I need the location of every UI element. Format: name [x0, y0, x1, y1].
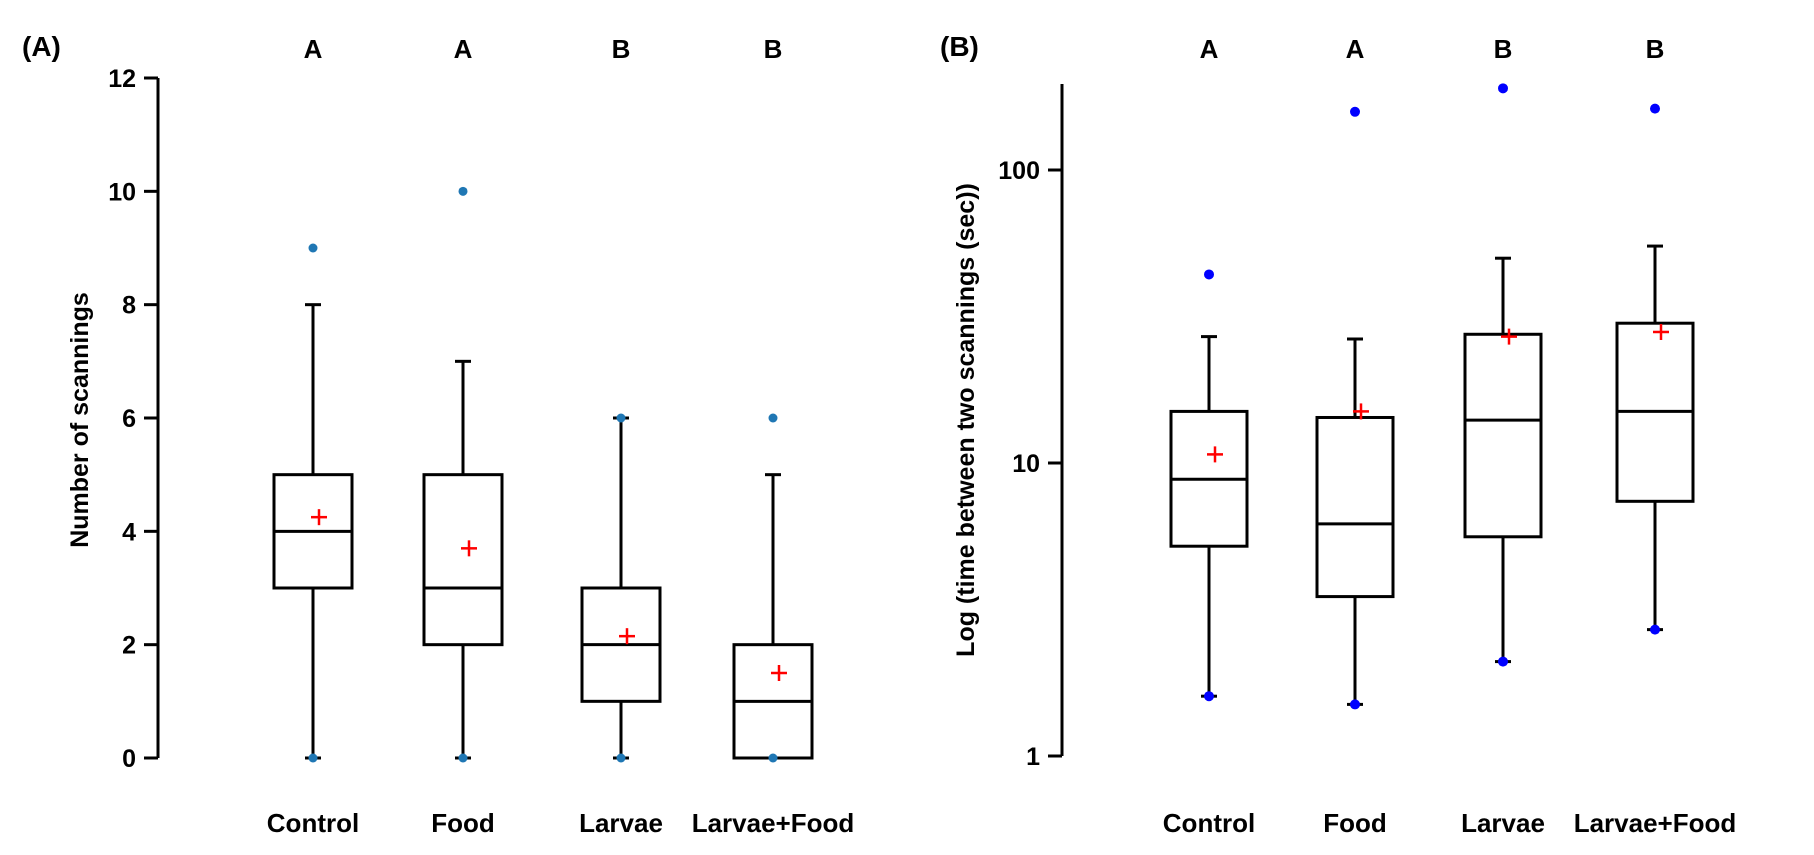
mean-marker — [1501, 328, 1517, 345]
panel-b-y-axis-title: Log (time between two scannings (sec)) — [952, 183, 980, 657]
mean-marker — [1653, 323, 1669, 340]
panel-a: (A) Number of scannings 0 2 4 6 8 10 12 A A B B C… — [22, 31, 854, 838]
min-point — [1650, 624, 1660, 635]
category-label: Control — [267, 808, 359, 838]
panel-a-boxes — [272, 186, 814, 763]
panel-b-label: (B) — [940, 31, 979, 62]
outlier-point — [768, 413, 778, 423]
category-label: Larvae+Food — [1574, 808, 1737, 838]
outlier-point — [308, 243, 318, 253]
y-tick-label: 2 — [122, 632, 136, 660]
min-point — [768, 753, 778, 763]
category-label: Control — [1163, 808, 1255, 838]
mean-marker — [619, 628, 635, 645]
min-point — [616, 753, 626, 763]
box-control — [1169, 269, 1249, 702]
panel-a-label: (A) — [22, 31, 61, 62]
panel-a-y-axis: 0 2 4 6 8 10 12 — [108, 65, 160, 773]
outlier-point — [458, 186, 468, 196]
category-label: Food — [431, 808, 495, 838]
y-tick-label: 4 — [122, 518, 136, 546]
panel-b: (B) Log (time between two scannings (sec… — [940, 31, 1736, 838]
box-larvae-food — [732, 413, 814, 763]
y-tick-label: 100 — [998, 157, 1040, 185]
panel-b-category-labels: Control Food Larvae Larvae+Food — [1163, 808, 1736, 838]
mean-marker — [311, 509, 327, 526]
panel-b-boxes — [1169, 83, 1695, 710]
box-larvae-food — [1615, 103, 1695, 635]
category-label: Larvae+Food — [692, 808, 855, 838]
y-tick-label: 12 — [108, 65, 136, 93]
min-point — [308, 753, 318, 763]
group-letter: B — [1646, 34, 1665, 64]
outlier-point — [1498, 83, 1508, 94]
outlier-point — [1350, 106, 1360, 117]
y-tick-label: 6 — [122, 405, 136, 433]
min-point — [458, 753, 468, 763]
box-larvae — [580, 413, 662, 763]
panel-a-y-axis-title: Number of scannings — [66, 292, 94, 548]
group-letter: B — [612, 34, 631, 64]
iqr-box — [1463, 332, 1543, 539]
y-tick-label: 10 — [108, 178, 136, 206]
box-food — [1315, 106, 1395, 710]
box-food — [422, 186, 504, 763]
mean-marker — [461, 540, 477, 557]
category-label: Larvae — [1461, 808, 1545, 838]
y-tick-label: 1 — [1026, 743, 1040, 771]
y-tick-label: 8 — [122, 292, 136, 320]
max-point — [616, 413, 626, 423]
box-larvae — [1463, 83, 1543, 667]
mean-marker — [1353, 403, 1369, 420]
mean-marker — [771, 665, 787, 681]
iqr-box — [1315, 415, 1395, 599]
group-letter: B — [1494, 34, 1513, 64]
group-letter: A — [304, 34, 323, 64]
y-tick-label: 10 — [1012, 450, 1040, 478]
category-label: Larvae — [579, 808, 663, 838]
group-letter: A — [454, 34, 473, 64]
mean-marker — [1207, 446, 1223, 463]
min-point — [1204, 691, 1214, 702]
group-letter: A — [1346, 34, 1365, 64]
group-letter: B — [764, 34, 783, 64]
outlier-point — [1204, 269, 1214, 280]
y-tick-label: 0 — [122, 745, 136, 773]
box-control — [272, 243, 354, 763]
min-point — [1498, 656, 1508, 667]
panel-a-category-labels: Control Food Larvae Larvae+Food — [267, 808, 854, 838]
category-label: Food — [1323, 808, 1387, 838]
group-letter: A — [1200, 34, 1219, 64]
min-point — [1350, 699, 1360, 710]
panel-b-y-axis: 1 10 100 — [998, 84, 1064, 771]
iqr-box — [422, 473, 504, 647]
outlier-point — [1650, 103, 1660, 114]
